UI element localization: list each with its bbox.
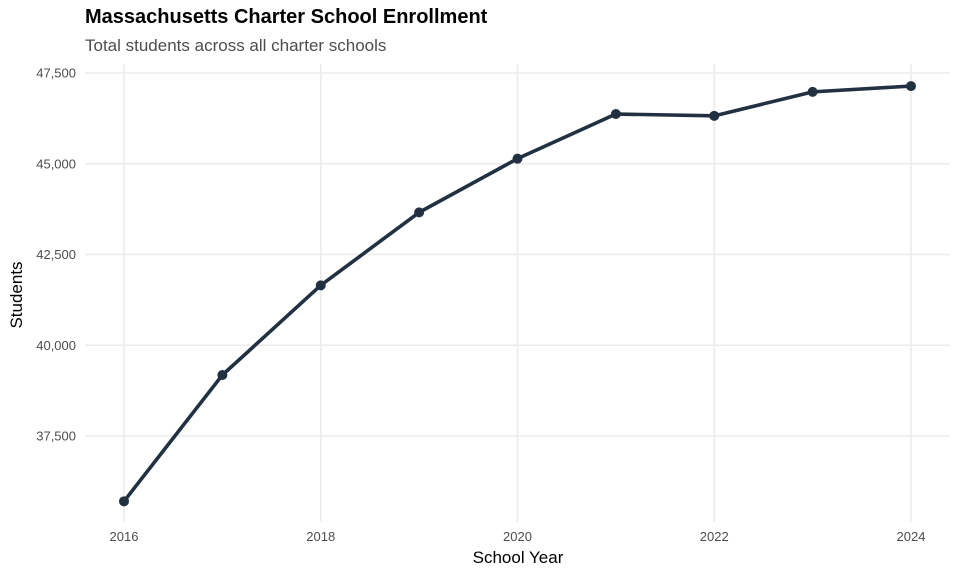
grid-lines xyxy=(85,64,950,522)
y-tick-label: 45,000 xyxy=(36,156,76,171)
data-point xyxy=(119,496,129,507)
line-segment xyxy=(614,112,717,118)
line-segment xyxy=(122,373,225,504)
line-segment xyxy=(515,112,618,161)
x-tick-label: 2016 xyxy=(110,529,139,544)
y-tick-label: 37,500 xyxy=(36,429,76,444)
y-axis-ticks: 37,500 40,000 42,500 45,000 47,500 xyxy=(36,66,76,444)
line-segment xyxy=(417,156,520,215)
data-point xyxy=(512,153,523,164)
data-point xyxy=(807,86,818,97)
y-tick-label: 40,000 xyxy=(36,338,76,353)
data-point xyxy=(709,110,720,121)
x-tick-label: 2020 xyxy=(503,529,532,544)
chart-title: Massachusetts Charter School Enrollment xyxy=(85,6,488,28)
line-segment xyxy=(220,283,323,377)
series-lines xyxy=(122,84,913,504)
line-segment xyxy=(810,84,913,94)
x-axis-title: School Year xyxy=(473,548,564,567)
x-tick-label: 2022 xyxy=(700,529,729,544)
series-points xyxy=(119,81,916,507)
data-point xyxy=(315,280,326,291)
x-axis-ticks: 2016 2018 2020 2022 2024 xyxy=(110,529,926,544)
data-point xyxy=(610,109,621,120)
x-tick-label: 2018 xyxy=(306,529,335,544)
y-axis-title: Students xyxy=(7,261,26,328)
line-segment xyxy=(712,90,815,118)
data-point xyxy=(217,370,228,381)
x-tick-label: 2024 xyxy=(897,529,926,544)
data-point xyxy=(414,207,425,218)
y-tick-label: 42,500 xyxy=(36,247,76,262)
line-segment xyxy=(318,210,421,288)
chart-subtitle: Total students across all charter school… xyxy=(85,36,387,55)
data-point xyxy=(906,81,916,92)
y-tick-label: 47,500 xyxy=(36,66,76,81)
